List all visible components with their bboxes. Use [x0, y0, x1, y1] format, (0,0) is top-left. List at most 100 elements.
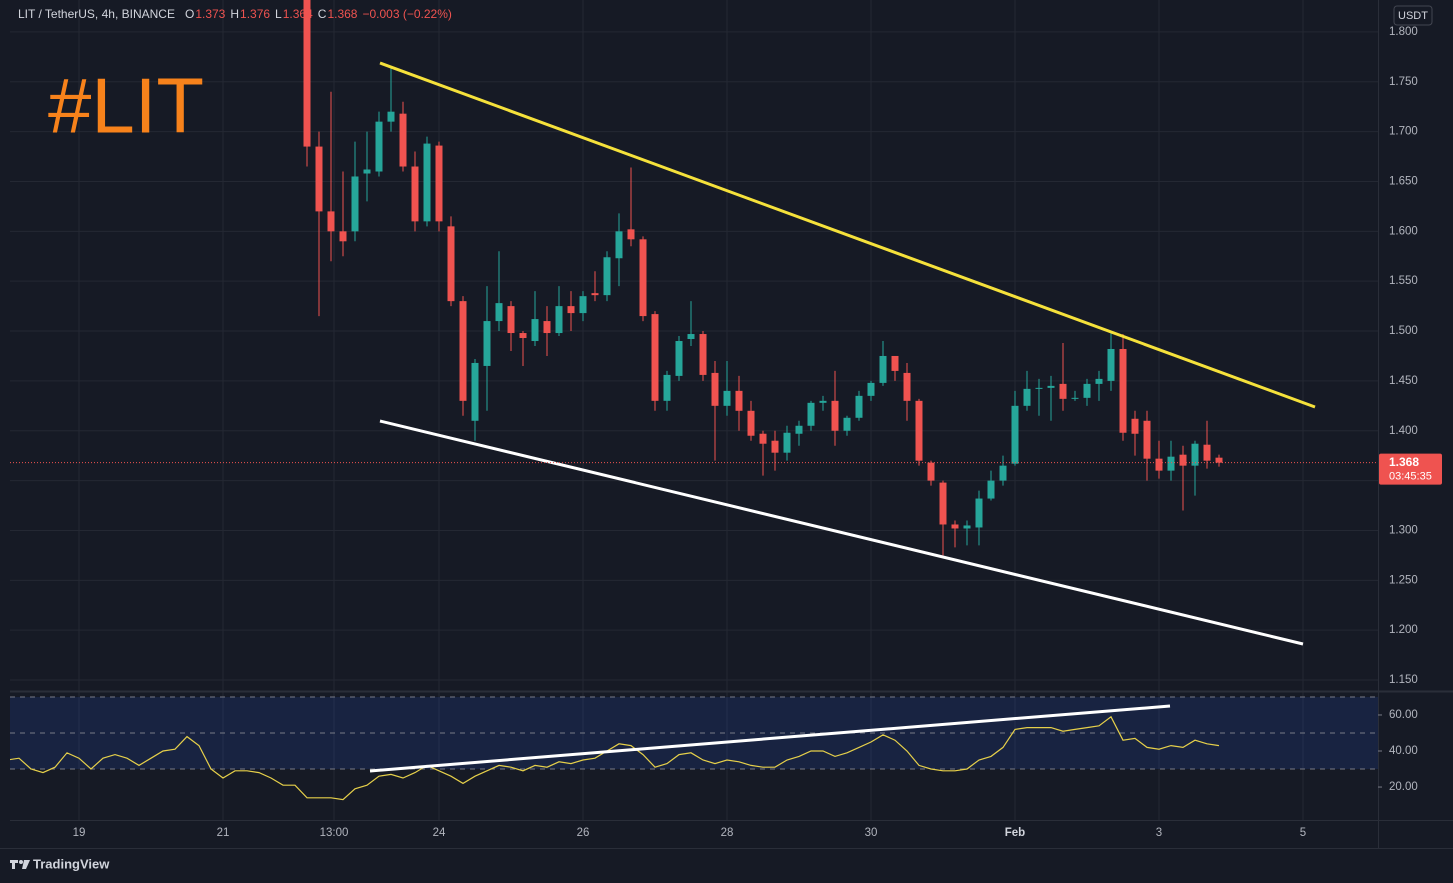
candle-body	[507, 306, 515, 334]
ohlc-legend: O 1.373 H 1.376 L 1.364 C 1.368 −0.003 (−0.22%)	[185, 7, 452, 21]
candle-body	[1143, 420, 1151, 459]
y-tick-label: 1.150	[1389, 674, 1418, 686]
candle-body	[543, 321, 551, 334]
candle-body	[987, 480, 995, 499]
rsi-trendline	[369, 704, 1171, 773]
candle-body	[363, 169, 371, 174]
ohlc-value: 1.368	[327, 7, 357, 21]
rsi-tick-label: 60.00	[1389, 709, 1418, 721]
candle-body	[807, 402, 815, 426]
candle-body	[783, 432, 791, 453]
rsi-background	[10, 696, 1378, 770]
ohlc-value: 1.376	[240, 7, 270, 21]
x-tick-label: 3	[1156, 827, 1162, 839]
brand: TradingView	[33, 856, 110, 871]
candle-body	[1107, 348, 1115, 381]
x-tick-label: 28	[721, 827, 734, 839]
candle-body	[759, 433, 767, 444]
candle-body	[1191, 443, 1199, 466]
candle-body	[351, 176, 359, 232]
y-tick-label: 1.550	[1389, 275, 1418, 287]
trendline-support	[379, 419, 1304, 646]
candle-body	[495, 303, 503, 322]
candle-body	[1059, 383, 1067, 399]
trendline-resistance	[379, 61, 1316, 409]
candle-body	[819, 400, 827, 403]
x-tick-label: 21	[217, 827, 230, 839]
candle-body	[951, 524, 959, 529]
candle-body	[699, 334, 707, 375]
candle-body	[1035, 387, 1043, 389]
y-tick-label: 1.800	[1389, 26, 1418, 38]
candle-body	[855, 395, 863, 418]
candle-body	[963, 525, 971, 529]
candle-body	[315, 146, 323, 212]
candle-body	[891, 355, 899, 371]
annotation: #LIT	[48, 62, 204, 150]
candle-body	[327, 211, 335, 232]
candle-body	[567, 306, 575, 314]
candle-body	[879, 355, 887, 383]
ohlc-key: O	[185, 7, 194, 21]
candle-body	[459, 301, 467, 401]
candle-body	[771, 440, 779, 453]
candle-body	[1131, 418, 1139, 434]
x-tick-label: 5	[1300, 827, 1306, 839]
ohlc-key: C	[318, 7, 327, 21]
candle-body	[1215, 457, 1223, 463]
last-price-tag	[1379, 453, 1442, 485]
y-tick-label: 1.500	[1389, 325, 1418, 337]
candles	[303, 0, 1223, 556]
ohlc-value: 1.373	[195, 7, 225, 21]
candle-body	[747, 410, 755, 436]
candle-body	[399, 113, 407, 167]
y-tick-label: 1.750	[1389, 76, 1418, 88]
candle-body	[1023, 388, 1031, 406]
ohlc-key: L	[275, 7, 282, 21]
x-tick-label: 19	[73, 827, 86, 839]
y-tick-label: 1.300	[1389, 524, 1418, 536]
candle-body	[435, 145, 443, 222]
candle-body	[795, 425, 803, 434]
candle-body	[675, 341, 683, 376]
ohlc-key: H	[230, 7, 239, 21]
y-tick-label: 1.450	[1389, 375, 1418, 387]
candle-body	[339, 231, 347, 242]
candle-body	[639, 239, 647, 317]
candle-body	[627, 229, 635, 240]
candle-body	[411, 166, 419, 222]
candle-body	[903, 372, 911, 401]
currency: USDT	[1398, 10, 1428, 22]
x-tick-label: 30	[865, 827, 878, 839]
candle-body	[387, 111, 395, 122]
y-tick-label: 1.400	[1389, 425, 1418, 437]
rsi-tick-label: 20.00	[1389, 781, 1418, 793]
candle-body	[651, 314, 659, 401]
candle-body	[939, 482, 947, 525]
candle-body	[1167, 456, 1175, 471]
ohlc-value: 1.364	[283, 7, 313, 21]
candle-body	[483, 321, 491, 366]
x-tick-label: 13:00	[320, 827, 349, 839]
currency-box	[1393, 5, 1433, 26]
x-tick-label: 24	[433, 827, 446, 839]
candle-body	[975, 498, 983, 528]
candle-body	[579, 296, 587, 314]
candle-body	[687, 334, 695, 340]
candle-body	[1119, 348, 1127, 433]
candle-body	[531, 319, 539, 342]
candle-body	[591, 293, 599, 296]
rsi-tick-label: 40.00	[1389, 745, 1418, 757]
candle-body	[303, 0, 311, 147]
candle-body	[615, 231, 623, 259]
y-tick-label: 1.200	[1389, 624, 1418, 636]
candle-body	[663, 374, 671, 401]
candle-body	[927, 462, 935, 481]
candle-body	[375, 121, 383, 172]
candle-body	[711, 372, 719, 406]
candle-body	[1179, 454, 1187, 466]
axes: 1.800 1.750 1.700 1.650 1.600 1.550 1.500 1.450…	[10, 26, 1442, 839]
candle-body	[1203, 444, 1211, 461]
